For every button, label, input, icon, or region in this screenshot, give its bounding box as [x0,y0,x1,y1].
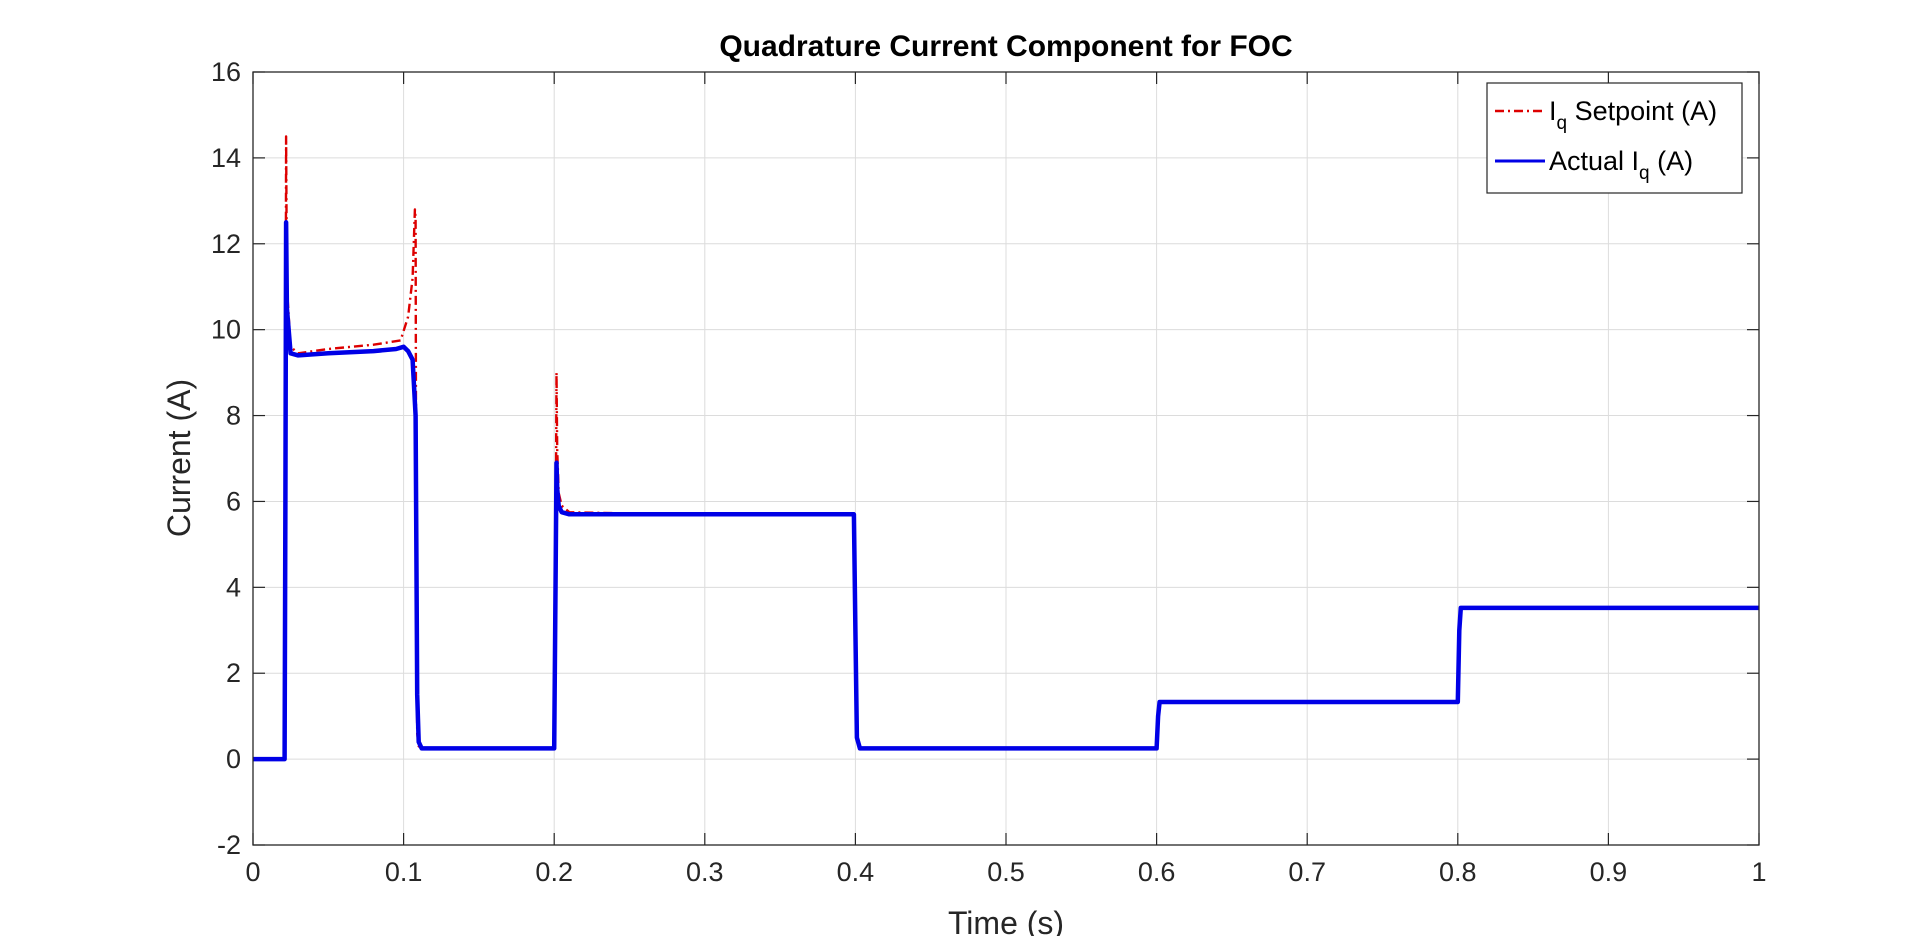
y-tick-label: 12 [211,229,241,259]
y-tick-label: -2 [217,830,241,860]
x-tick-label: 0.2 [535,857,573,887]
axis-ticks: 0 0.1 0.2 0.3 0.4 0.5 0.6 0.7 0.8 0.9 1-2024681012… [211,57,1767,887]
y-tick-label: 8 [226,401,241,431]
y-tick-label: 6 [226,486,241,516]
y-tick-label: 4 [226,572,241,602]
plot-frame [252,71,1760,846]
x-tick-label: 0.7 [1288,857,1326,887]
x-tick-label: 0 [245,857,260,887]
x-tick-label: 0.4 [837,857,875,887]
y-tick-label: 2 [226,658,241,688]
legend-label: Iq Setpoint (A) [1549,96,1717,134]
legend-label-text: I [1549,96,1557,126]
legend-label-subscript: q [1557,113,1568,134]
x-tick-label: 0.5 [987,857,1025,887]
x-tick-label: 0.6 [1138,857,1176,887]
x-tick-label: 0.1 [385,857,423,887]
chart-title: Quadrature Current Component for FOC [719,30,1292,63]
x-tick-label: 0.8 [1439,857,1477,887]
x-tick-label: 1 [1751,857,1766,887]
legend-label-text: (A) [1650,146,1694,176]
y-tick-label: 16 [211,57,241,87]
series-layer [253,135,1759,762]
legend: Iq Setpoint (A)Actual Iq (A) [1486,82,1743,194]
y-axis-label: Current (A) [161,379,197,537]
y-tick-label: 10 [211,315,241,345]
x-axis-label: Time (s) [948,905,1064,936]
legend-box [1486,82,1743,194]
x-tick-label: 0.3 [686,857,724,887]
legend-label-subscript: q [1639,163,1650,184]
series-line-actual [253,220,1759,762]
legend-label-text: Setpoint (A) [1567,96,1717,126]
y-tick-label: 0 [226,744,241,774]
legend-label-text: Actual I [1549,146,1639,176]
y-tick-label: 14 [211,143,241,173]
x-tick-label: 0.9 [1590,857,1628,887]
legend-label: Actual Iq (A) [1549,146,1693,184]
